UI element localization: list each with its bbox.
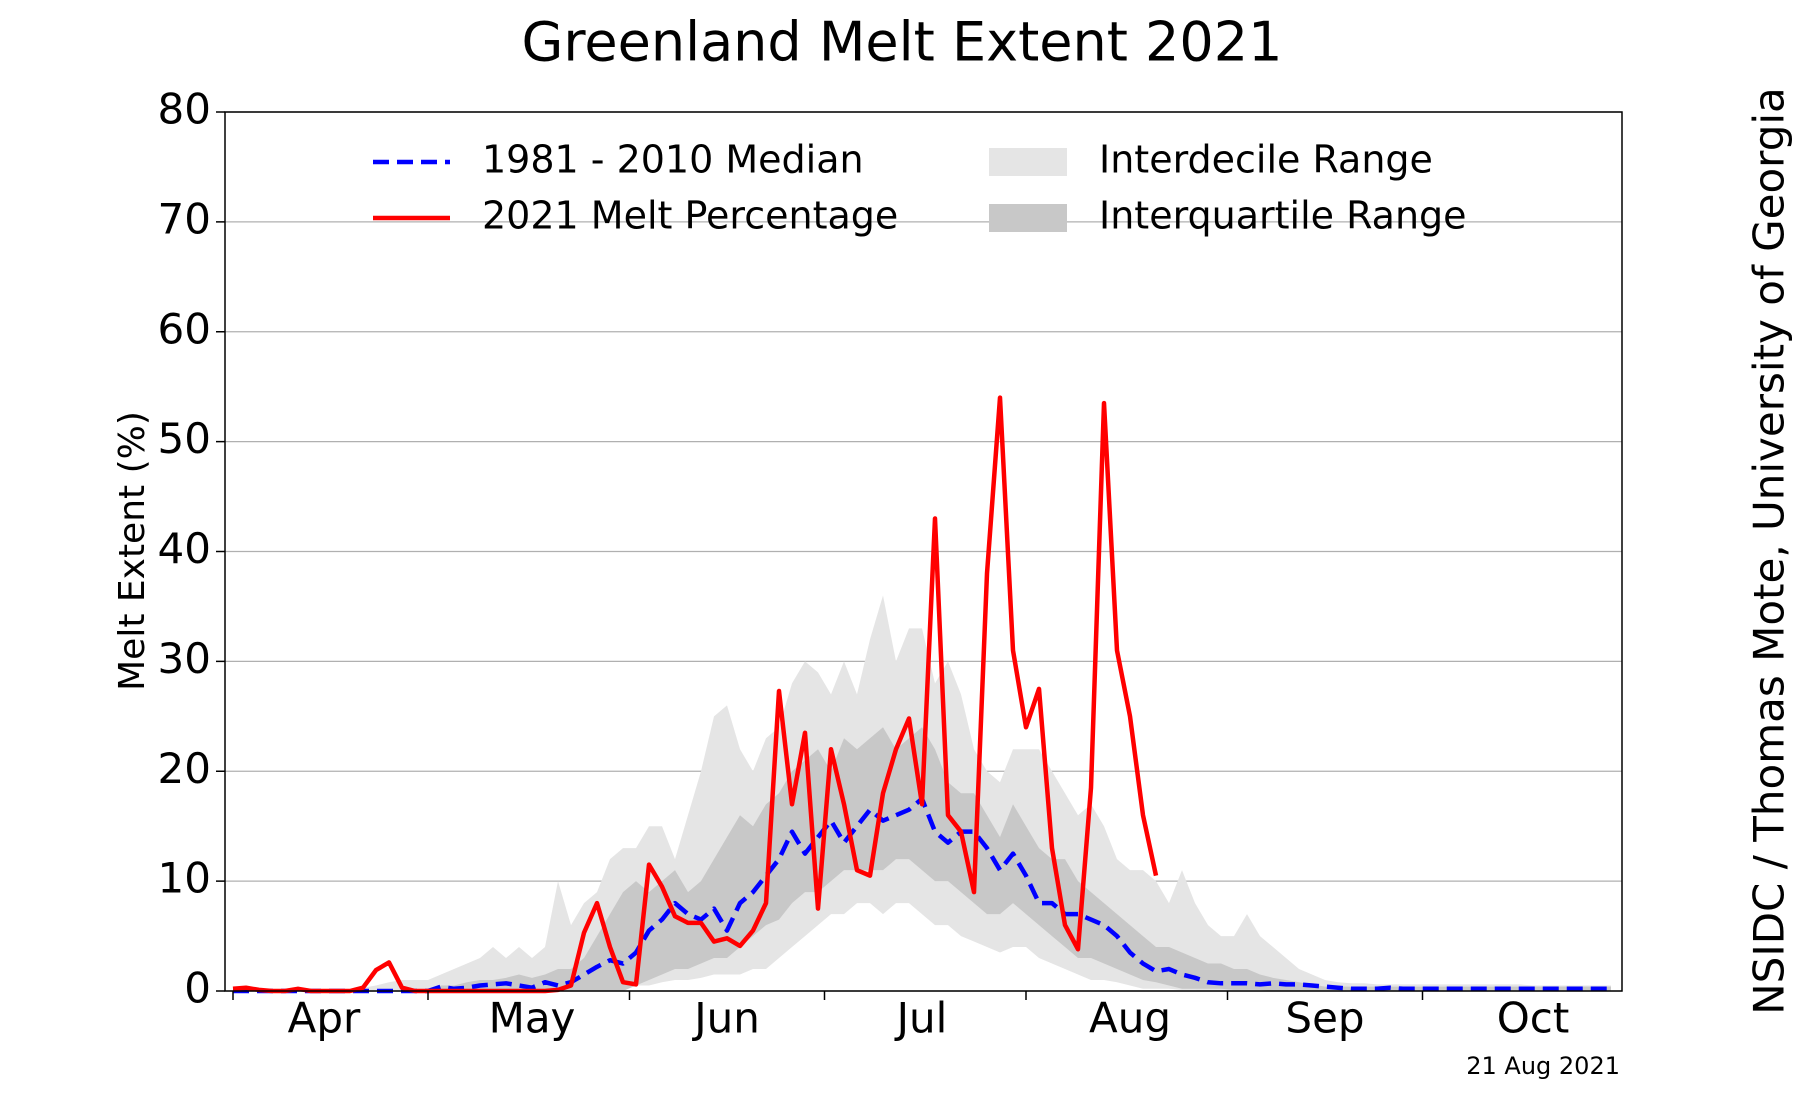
y-tick-label: 50 — [158, 414, 211, 463]
x-tick-label: Sep — [1285, 994, 1364, 1043]
date-stamp: 21 Aug 2021 — [1466, 1052, 1620, 1080]
legend-label: 1981 - 2010 Median — [482, 138, 864, 182]
legend-label: Interdecile Range — [1099, 138, 1433, 182]
y-tick-label: 80 — [158, 85, 211, 134]
legend-label: 2021 Melt Percentage — [482, 194, 898, 238]
x-tick-label: Aug — [1089, 994, 1171, 1043]
legend-label: Interquartile Range — [1099, 194, 1467, 238]
y-tick-label: 30 — [158, 634, 211, 683]
y-tick-label: 40 — [158, 524, 211, 573]
plot-frame — [224, 111, 1623, 992]
source-credit: NSIDC / Thomas Mote, University of Georg… — [1745, 87, 1794, 1015]
y-tick-label: 60 — [158, 304, 211, 353]
legend-swatch — [989, 204, 1067, 232]
x-tick-label: Apr — [288, 994, 361, 1043]
range-band — [233, 727, 1611, 991]
chart-title: Greenland Melt Extent 2021 — [522, 11, 1283, 74]
x-tick-label: May — [489, 994, 576, 1043]
y-axis-label: Melt Extent (%) — [112, 411, 153, 691]
y-tick-label: 10 — [158, 854, 211, 903]
x-tick-label: Oct — [1497, 994, 1570, 1043]
y-tick-label: 20 — [158, 744, 211, 793]
y-tick-label: 70 — [158, 194, 211, 243]
x-tick-label: Jul — [894, 994, 948, 1043]
series-line — [232, 395, 1159, 994]
y-tick-label: 0 — [184, 964, 211, 1013]
x-tick-label: Jun — [691, 994, 760, 1043]
legend-swatch — [989, 148, 1067, 176]
